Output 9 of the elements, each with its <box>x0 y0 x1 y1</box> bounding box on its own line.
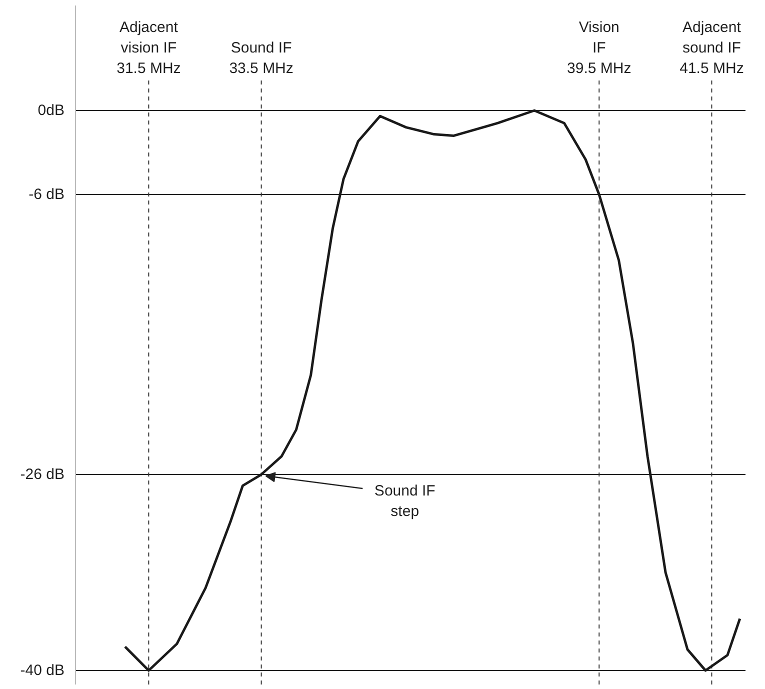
y-tick-label: 0dB <box>38 102 65 119</box>
ref-line-label: Adjacent vision IF 31.5 MHz <box>116 19 181 77</box>
ref-line-label: Vision IF 39.5 MHz <box>567 19 632 77</box>
y-tick-label: -26 dB <box>20 466 65 483</box>
ref-line-label: Sound IF 33.5 MHz <box>229 40 294 77</box>
annotation: Sound IF step <box>374 482 436 520</box>
y-tick-label: -40 dB <box>20 662 65 679</box>
y-tick-label: -6 dB <box>28 186 65 203</box>
ref-line-label: Adjacent sound IF 41.5 MHz <box>680 19 744 77</box>
